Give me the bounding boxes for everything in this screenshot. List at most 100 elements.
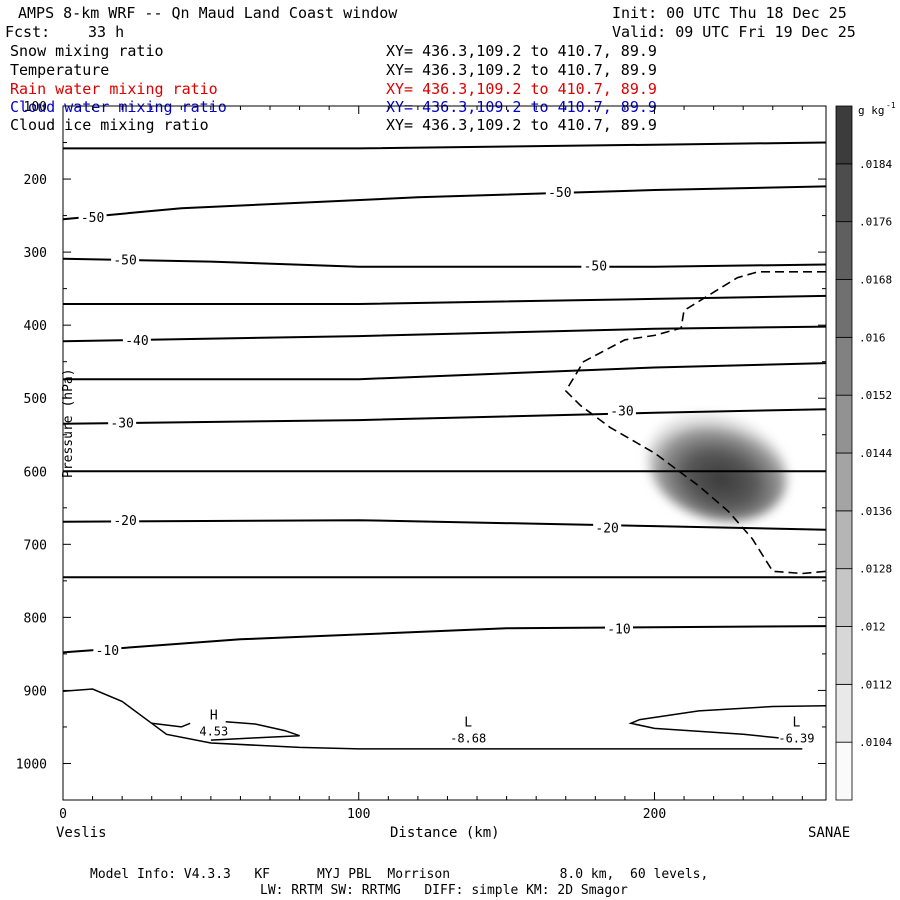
colorbar-swatch: [835, 394, 853, 454]
colorbar-swatch: [835, 452, 853, 512]
temperature-contour-label: -30: [110, 416, 133, 431]
colorbar-swatch: [835, 221, 853, 280]
colorbar-level-label: .016: [859, 331, 886, 344]
pressure-center-value: -6.39: [778, 732, 814, 746]
temperature-contour: [63, 294, 827, 305]
temperature-contour: [62, 257, 827, 268]
pressure-center-symbol: L: [793, 716, 801, 731]
valid-time: Valid: 09 UTC Fri 19 Dec 25: [612, 23, 856, 41]
field-name-snow: Snow mixing ratio: [10, 42, 164, 60]
colorbar-swatch: [835, 105, 853, 165]
init-time: Init: 00 UTC Thu 18 Dec 25: [612, 4, 847, 22]
temperature-contour-label: -20: [595, 522, 618, 537]
field-name-rain: Rain water mixing ratio: [10, 80, 218, 98]
contour-label-mask: [111, 251, 140, 267]
field-name-cloud-water: Cloud water mixing ratio: [10, 98, 227, 116]
contour-label-mask: [607, 402, 636, 418]
y-tick-label: 100: [24, 100, 47, 115]
temperature-contour-label: -50: [548, 186, 571, 201]
temperature-contour: [62, 519, 827, 531]
contour-label-mask: [604, 620, 633, 636]
field-xy-temperature: XY= 436.3,109.2 to 410.7, 89.9: [386, 61, 657, 79]
colorbar-level-label: .0152: [859, 389, 892, 402]
y-tick-label: 700: [24, 538, 47, 553]
forecast-label: Fcst:: [5, 23, 51, 41]
y-tick-label: 600: [24, 465, 47, 480]
temperature-contour-label: -20: [113, 514, 136, 529]
y-tick-label: 800: [24, 611, 47, 626]
colorbar-level-label: .0168: [859, 274, 892, 287]
snow-mixing-ratio-shading: [646, 412, 788, 522]
left-endpoint-label: Veslis: [56, 825, 107, 841]
temperature-contour: [62, 625, 827, 654]
colorbar-level-label: .0176: [859, 216, 892, 229]
temperature-contour-label: -50: [81, 211, 104, 226]
x-tick-label: 100: [347, 807, 370, 822]
plot-frame: [62, 105, 827, 801]
field-xy-cloud-water: XY= 436.3,109.2 to 410.7, 89.9: [386, 98, 657, 116]
colorbar-swatch: [835, 568, 853, 627]
contour-label-mask: [581, 257, 610, 273]
pressure-center-value: 4.53: [199, 724, 228, 738]
field-xy-snow: XY= 436.3,109.2 to 410.7, 89.9: [386, 42, 657, 60]
pressure-contour: [210, 721, 300, 741]
colorbar-level-label: .0136: [859, 505, 892, 518]
forecast-hours: 33 h: [88, 23, 125, 41]
chart-title: AMPS 8-km WRF -- Qn Maud Land Coast wind…: [18, 4, 398, 22]
colorbar-unit: g kg: [858, 104, 885, 117]
x-tick-label: 200: [643, 807, 666, 822]
pressure-center-value: -8.68: [450, 732, 486, 746]
y-axis-label: Pressure (hPa): [61, 368, 76, 478]
right-endpoint-label: SANAE: [808, 825, 850, 841]
field-xy-cloud-ice: XY= 436.3,109.2 to 410.7, 89.9: [386, 116, 657, 134]
y-tick-label: 400: [24, 319, 47, 334]
colorbar-swatch: [835, 741, 853, 801]
y-tick-label: 900: [24, 684, 47, 699]
contour-label-mask: [93, 642, 122, 658]
temperature-contour: [62, 325, 827, 343]
y-tick-label: 1000: [16, 757, 47, 772]
colorbar-level-label: .0128: [859, 563, 892, 576]
model-info-line2: LW: RRTM SW: RRTMG DIFF: simple KM: 2D S…: [260, 883, 628, 898]
contour-label-mask: [108, 414, 137, 430]
dashed-contour: [564, 271, 827, 575]
temperature-contour: [63, 141, 827, 150]
colorbar-level-label: .0112: [859, 678, 892, 691]
field-name-temperature: Temperature: [10, 61, 110, 79]
colorbar-unit-exponent: -1: [886, 101, 896, 110]
temperature-contour-label: -50: [584, 259, 607, 274]
pressure-center-symbol: H: [210, 708, 218, 723]
colorbar-level-label: .0144: [859, 447, 892, 460]
contour-label-mask: [593, 519, 622, 535]
colorbar-level-label: .012: [859, 621, 886, 634]
colorbar-swatch: [835, 336, 853, 396]
y-tick-label: 500: [24, 392, 47, 407]
y-tick-label: 300: [24, 246, 47, 261]
colorbar-swatch: [835, 279, 853, 338]
temperature-contour-label: -10: [96, 644, 119, 659]
field-xy-rain: XY= 436.3,109.2 to 410.7, 89.9: [386, 80, 657, 98]
temperature-contour-label: -50: [113, 253, 136, 268]
contour-label-mask: [78, 209, 107, 225]
pressure-contour: [628, 705, 827, 739]
temperature-contour-label: -10: [607, 622, 630, 637]
x-tick-label: 0: [59, 807, 67, 822]
colorbar-swatch: [835, 510, 853, 570]
contour-label-mask: [545, 184, 574, 200]
colorbar-swatch: [835, 683, 853, 743]
pressure-center-symbol: L: [464, 716, 472, 731]
temperature-contour: [62, 185, 827, 221]
pressure-contour: [62, 688, 803, 750]
colorbar-swatch: [835, 626, 853, 685]
pressure-contour: [151, 722, 191, 728]
x-axis-label: Distance (km): [390, 825, 500, 841]
temperature-contour: [63, 362, 827, 381]
contour-label-mask: [122, 331, 151, 347]
colorbar-level-label: .0184: [859, 158, 892, 171]
temperature-contour-label: -40: [125, 334, 148, 349]
colorbar-level-label: .0104: [859, 736, 892, 749]
temperature-contour: [62, 408, 827, 425]
model-info-line1: Model Info: V4.3.3 KF MYJ PBL Morrison 8…: [90, 867, 709, 882]
colorbar-swatch: [835, 163, 853, 223]
